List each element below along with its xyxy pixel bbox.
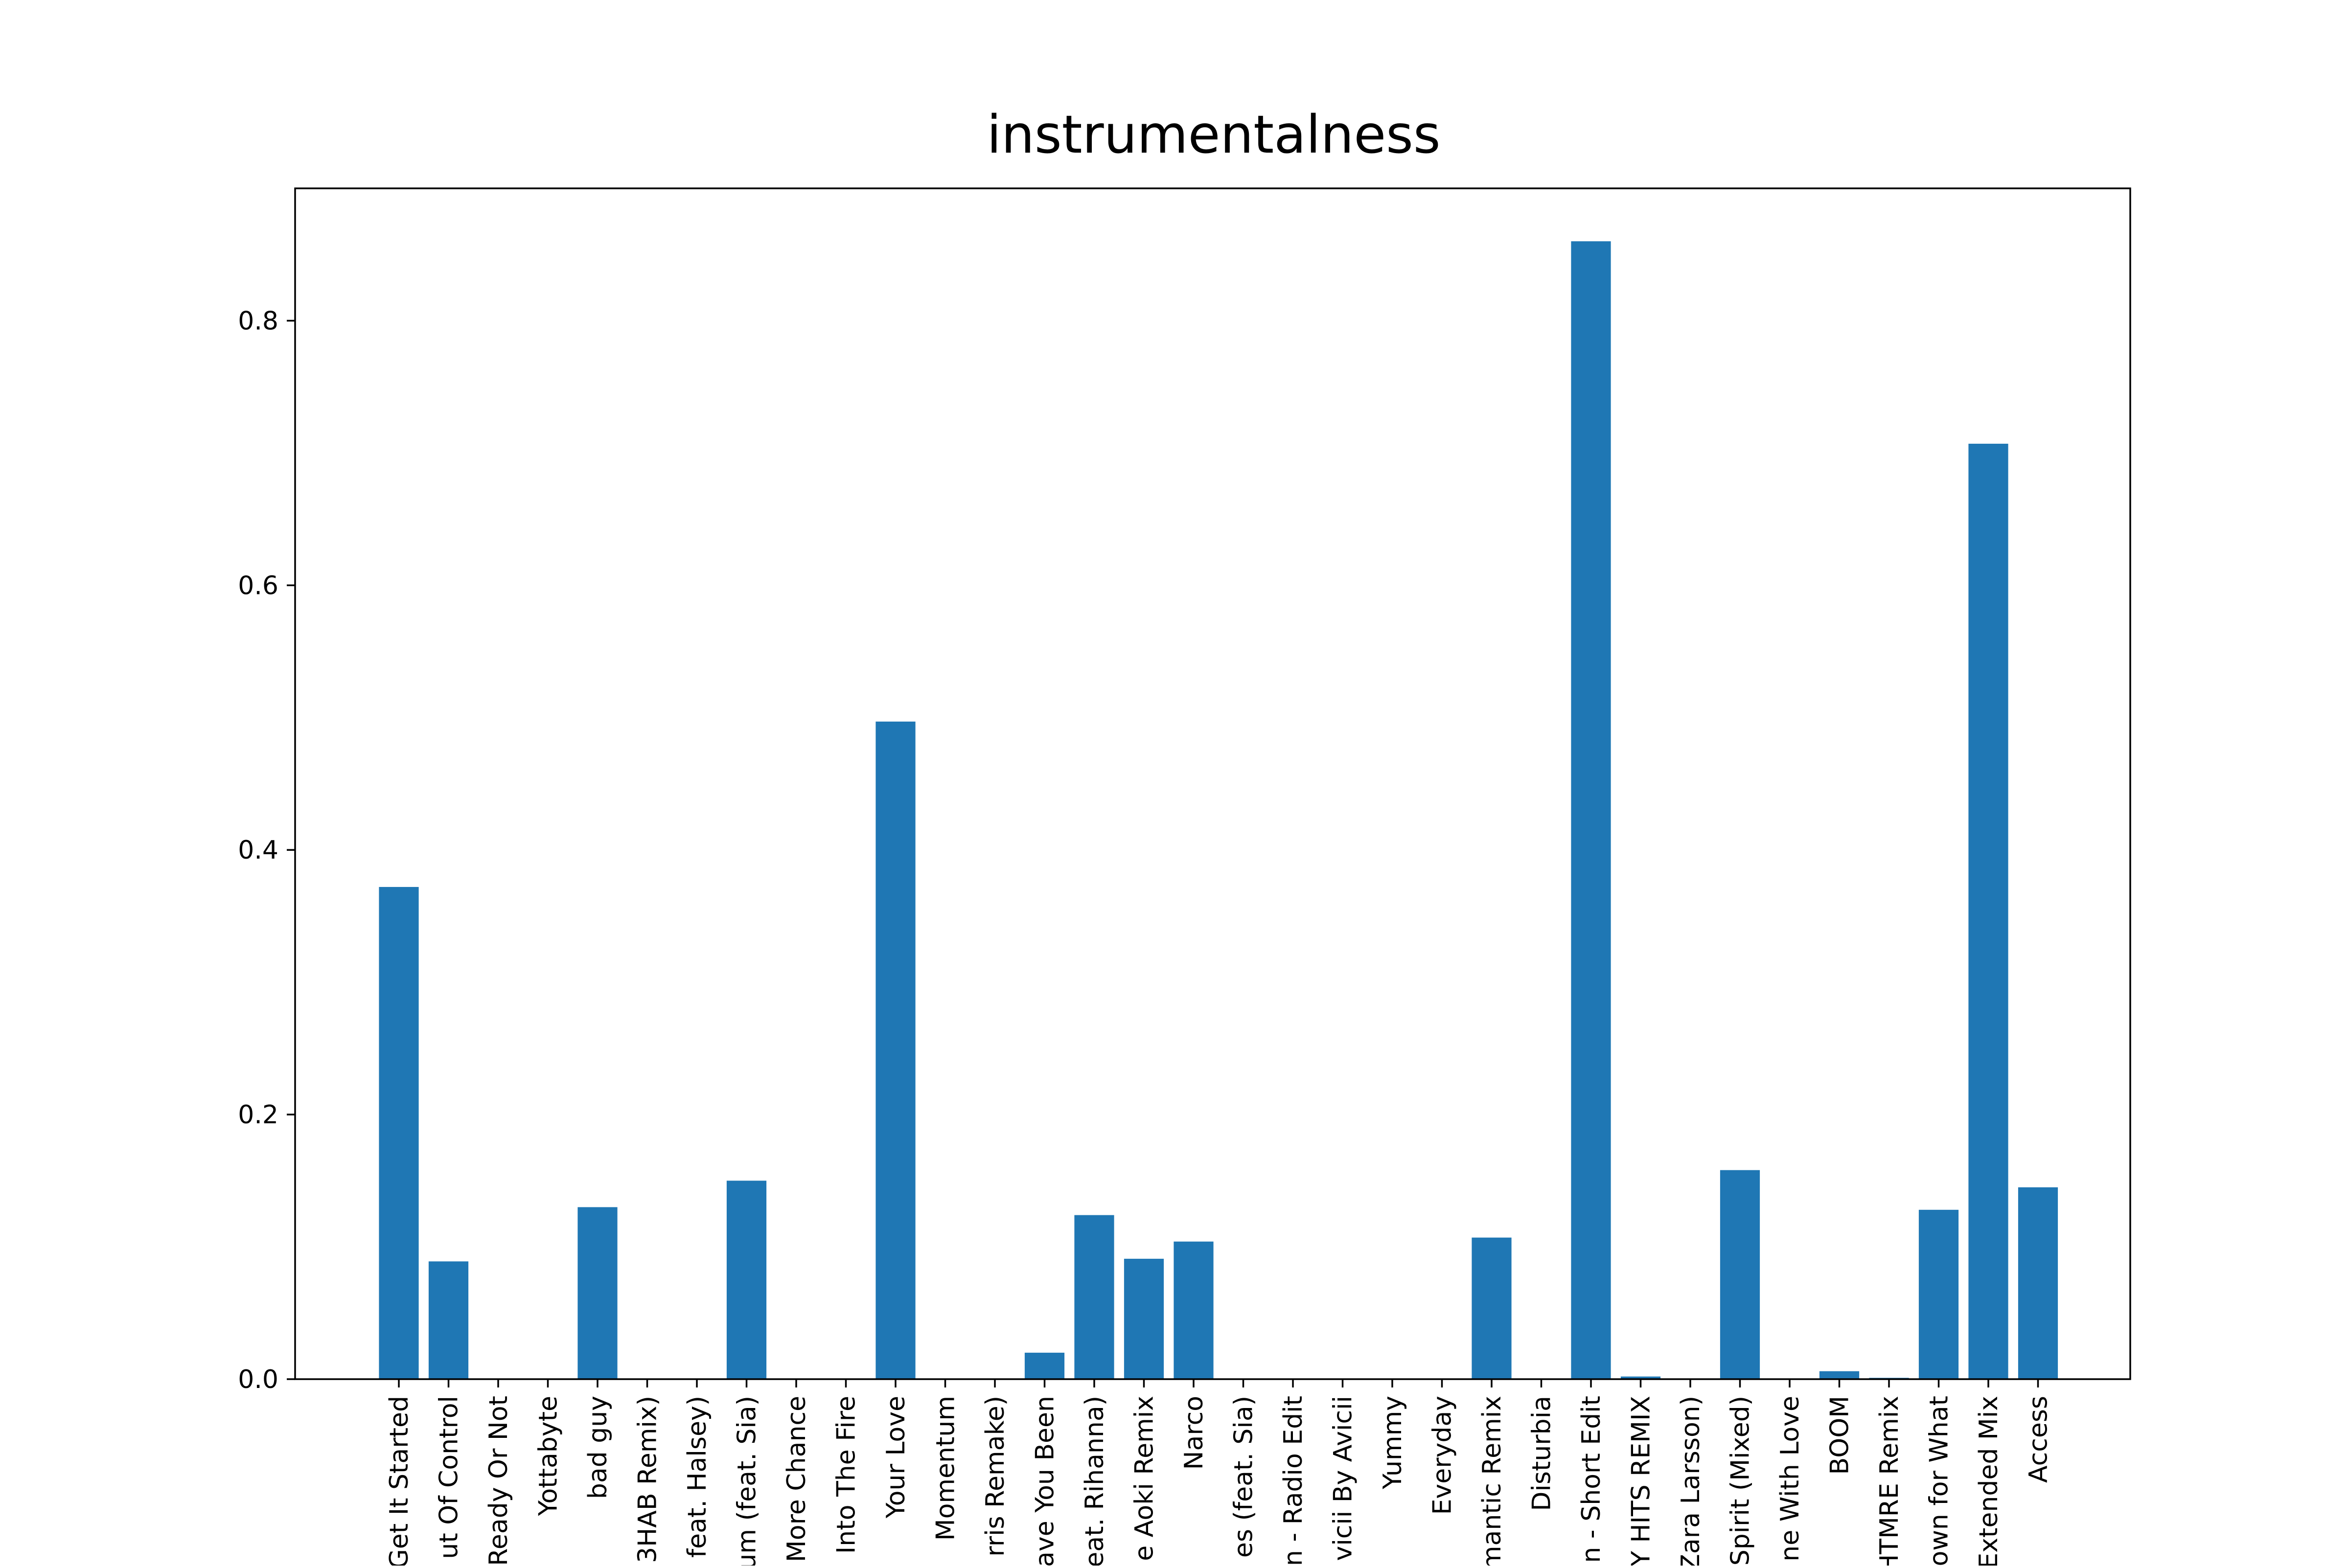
x-tick-label: n - Radio Edit xyxy=(1279,1396,1308,1566)
bar-31 xyxy=(1918,1209,1959,1379)
x-tick-label: Access xyxy=(2024,1396,2053,1483)
bar-1 xyxy=(428,1261,469,1379)
bar-13 xyxy=(1024,1352,1065,1379)
bar-0 xyxy=(379,886,419,1379)
bar-16 xyxy=(1174,1241,1214,1379)
x-tick-label: rris Remake) xyxy=(981,1396,1010,1557)
bar-10 xyxy=(875,721,916,1379)
bar-27 xyxy=(1720,1170,1760,1379)
x-tick-label: es (feat. Sia) xyxy=(1229,1396,1259,1558)
x-tick-label: feat. Halsey) xyxy=(683,1396,712,1558)
y-tick-label: 0.6 xyxy=(238,571,278,600)
x-tick-label: ave You Been xyxy=(1031,1396,1060,1566)
bar-29 xyxy=(1819,1371,1860,1379)
y-tick-label: 0.2 xyxy=(238,1100,278,1130)
x-axis: Get It Started ut Of Control Ready Or Not Y… xyxy=(385,1379,2053,1566)
bar-32 xyxy=(1968,443,2008,1380)
x-tick-label: HTMRE Remix xyxy=(1875,1396,1904,1566)
bar-22 xyxy=(1472,1237,1512,1379)
x-tick-label: Yottabyte xyxy=(534,1396,563,1516)
x-tick-label: Zara Larsson) xyxy=(1676,1396,1705,1566)
x-tick-label: Yummy xyxy=(1378,1396,1407,1490)
x-tick-label: BOOM xyxy=(1825,1396,1855,1475)
y-axis: 0.0 0.2 0.4 0.6 0.8 xyxy=(238,306,295,1394)
x-tick-label: 3HAB Remix) xyxy=(633,1396,663,1563)
y-tick-label: 0.0 xyxy=(238,1365,278,1394)
bar-7 xyxy=(726,1181,767,1379)
y-tick-label: 0.8 xyxy=(238,306,278,336)
bar-33 xyxy=(2018,1187,2058,1379)
x-tick-label: feat. Rihanna) xyxy=(1080,1396,1109,1566)
bar-4 xyxy=(577,1207,618,1379)
x-tick-label: Y HITS REMIX xyxy=(1627,1396,1656,1566)
x-tick-label: Ready Or Not xyxy=(484,1396,513,1566)
x-tick-label: Into The Fire xyxy=(832,1396,861,1554)
bar-15 xyxy=(1124,1258,1164,1379)
x-tick-label: Your Love xyxy=(881,1396,911,1519)
x-tick-label: Extended Mix xyxy=(1974,1396,2004,1566)
x-tick-label: mantic Remix xyxy=(1477,1396,1507,1566)
bar-14 xyxy=(1074,1215,1114,1379)
x-tick-label: vicii By Avicii xyxy=(1329,1396,1358,1561)
chart-title: instrumentalness xyxy=(987,105,1440,165)
x-tick-label: Narco xyxy=(1179,1396,1209,1470)
y-tick-label: 0.4 xyxy=(238,836,278,865)
x-tick-label: ne With Love xyxy=(1775,1396,1805,1562)
x-tick-label: Spirit (Mixed) xyxy=(1726,1396,1755,1566)
x-tick-label: e Aoki Remix xyxy=(1130,1396,1159,1561)
bar-25 xyxy=(1620,1376,1661,1379)
bars-group xyxy=(379,241,2058,1380)
x-tick-label: bad guy xyxy=(583,1396,613,1499)
x-tick-label: Get It Started xyxy=(385,1396,414,1566)
x-tick-label: Momentum xyxy=(931,1396,961,1541)
x-tick-label: n - Short Edit xyxy=(1577,1396,1606,1563)
x-tick-label: um (feat. Sia) xyxy=(733,1396,762,1566)
x-tick-label: own for What xyxy=(1925,1396,1954,1566)
x-tick-label: Everyday xyxy=(1428,1396,1457,1515)
plot-frame xyxy=(294,187,2131,1380)
x-tick-label: Disturbia xyxy=(1527,1396,1557,1511)
x-tick-label: ut Of Control xyxy=(435,1396,464,1559)
x-tick-label: More Chance xyxy=(782,1396,811,1562)
bar-24 xyxy=(1571,241,1611,1380)
